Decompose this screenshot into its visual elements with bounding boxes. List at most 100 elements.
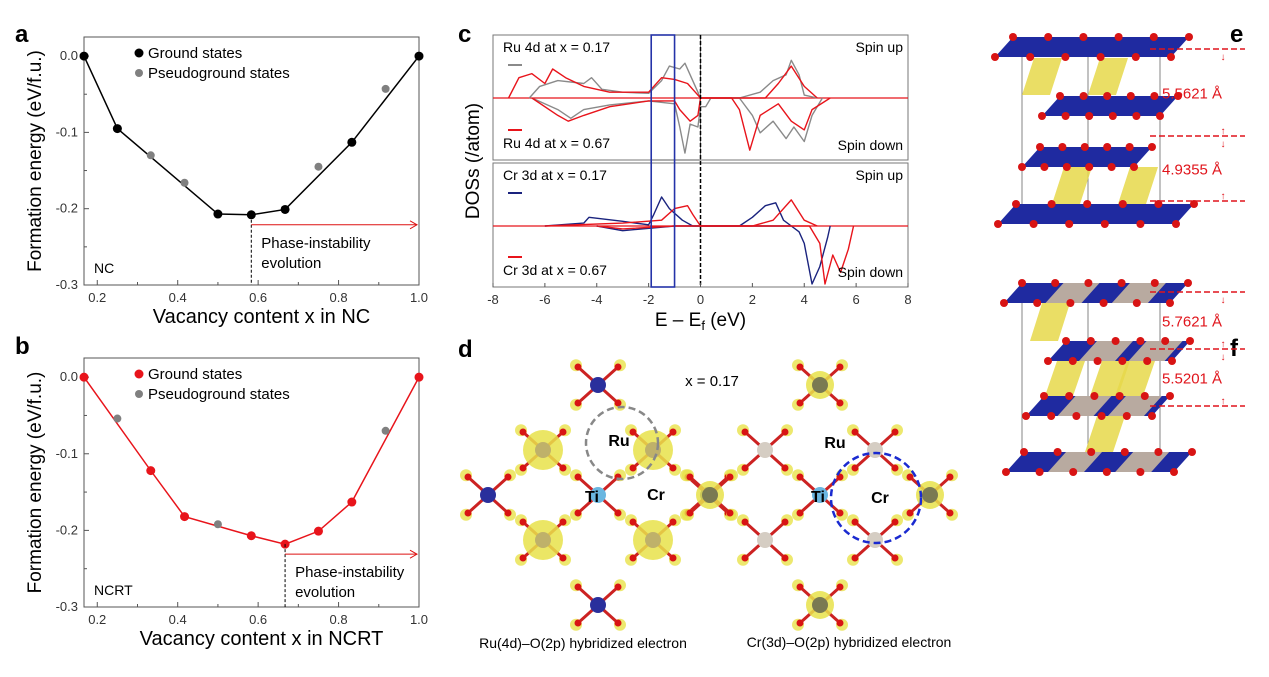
oxygen-atom — [614, 619, 622, 627]
metal-atom — [590, 377, 606, 393]
interlayer-distance: 4.9355 Å — [1162, 162, 1222, 179]
legend-marker-pseudo — [135, 390, 143, 398]
ground-state-point — [213, 209, 223, 219]
oxygen-atom — [796, 473, 804, 481]
y-tick-label: -0.1 — [56, 124, 78, 139]
panel-e: e 5.5621 Å ↓ ↑ 4.9355 Å ↓ ↑ — [991, 21, 1245, 228]
ground-state-point — [180, 512, 190, 522]
ground-state-hull-line — [83, 376, 420, 545]
oxygen-atom — [1086, 337, 1095, 345]
oxygen-atom — [519, 464, 527, 472]
legend-ground: Ground states — [148, 366, 242, 383]
gray-octahedron — [1107, 396, 1162, 416]
oxygen-atom — [614, 583, 622, 591]
oxygen-atom — [1156, 112, 1164, 120]
oxygen-atom — [946, 473, 954, 481]
yellow-polyhedron — [1115, 361, 1155, 396]
inset-label: NCRT — [94, 582, 133, 598]
oxygen-atom — [1065, 392, 1074, 400]
oxygen-atom — [1079, 92, 1088, 100]
metal-atom — [867, 442, 883, 458]
dos-curve-down — [596, 225, 831, 285]
oxygen-atom — [1118, 357, 1127, 365]
oxygen-atom — [1062, 163, 1071, 171]
x-tick-label: -8 — [487, 292, 499, 307]
panel-label: a — [15, 21, 29, 48]
oxygen-atom — [1020, 448, 1028, 456]
caption-right: Cr(3d)–O(2p) hybridized electron — [747, 634, 952, 650]
oxygen-atom — [1161, 337, 1170, 345]
oxygen-atom — [991, 53, 999, 61]
oxygen-atom — [836, 363, 844, 371]
oxygen-atom — [851, 518, 859, 526]
oxygen-atom — [1061, 53, 1070, 61]
oxygen-atom — [1056, 92, 1064, 100]
oxygen-atom — [1150, 279, 1159, 287]
oxygen-atom — [1185, 33, 1193, 41]
panel-label: e — [1230, 21, 1243, 48]
legend-label: Ru 4d at x = 0.67 — [503, 135, 610, 151]
oxygen-atom — [1108, 112, 1117, 120]
oxygen-atom — [1154, 200, 1163, 208]
inset-label: NC — [94, 260, 114, 276]
atom-label: Ti — [585, 489, 599, 506]
gray-octahedron — [1045, 283, 1100, 303]
pseudoground-point — [113, 414, 122, 423]
x-axis-label: E – Ef (eV) — [655, 310, 746, 333]
oxygen-atom — [1002, 468, 1010, 476]
annotation-line: evolution — [295, 584, 355, 601]
oxygen-atom — [1061, 112, 1070, 120]
oxygen-atom — [726, 509, 734, 517]
oxygen-atom — [669, 518, 677, 526]
structure-title: x = 0.17 — [685, 373, 739, 390]
legend-marker-ground — [134, 369, 144, 379]
highlight-circle-ru — [584, 405, 660, 481]
interlayer-distance: 5.7621 Å — [1162, 314, 1222, 331]
ground-state-point — [347, 497, 357, 507]
oxygen-atom — [1062, 337, 1070, 345]
oxygen-atom — [504, 509, 512, 517]
oxygen-atom — [464, 509, 472, 517]
oxygen-atom — [1072, 412, 1081, 420]
oxygen-atom — [1079, 33, 1088, 41]
panel-label: b — [15, 333, 30, 360]
yellow-polyhedron — [1052, 167, 1092, 204]
arrow-down-icon: ↓ — [1221, 52, 1226, 63]
pseudoground-point — [180, 178, 189, 187]
oxygen-atom — [1018, 163, 1026, 171]
dos-curve-up — [507, 65, 818, 99]
ground-state-point — [280, 204, 290, 214]
oxygen-atom — [1087, 448, 1096, 456]
ground-state-point — [112, 124, 122, 134]
gray-octahedron — [1111, 283, 1166, 303]
oxygen-atom — [519, 428, 527, 436]
oxygen-atom — [1188, 448, 1196, 456]
panel-b: b 0.2 0.4 0.6 0.8 1.0 0.0 -0.1 -0.2 -0.3 Vacancy c… — [15, 333, 428, 650]
oxygen-atom — [1033, 299, 1042, 307]
oxygen-atom — [1099, 299, 1108, 307]
yellow-polyhedron — [1118, 167, 1158, 204]
legend-pseudo: Pseudoground states — [148, 65, 290, 82]
oxygen-atom — [519, 518, 527, 526]
panel-a: a 0.2 0.4 0.6 0.8 1.0 0.0 -0.1 -0.2 -0.3 Vacancy c… — [15, 21, 428, 328]
atom-label: Ru — [608, 433, 629, 450]
oxygen-atom — [796, 399, 804, 407]
oxygen-atom — [741, 428, 749, 436]
oxygen-atom — [836, 509, 844, 517]
oxygen-atom — [796, 509, 804, 517]
ground-state-point — [313, 526, 323, 536]
yellow-polyhedron — [1030, 303, 1070, 341]
oxygen-atom — [741, 518, 749, 526]
oxygen-atom — [559, 428, 567, 436]
pseudoground-point — [381, 426, 390, 435]
x-tick-label: 0.6 — [249, 612, 267, 627]
oxygen-atom — [1036, 143, 1044, 151]
x-tick-label: 6 — [853, 292, 860, 307]
y-tick-label: 0.0 — [60, 369, 78, 384]
oxygen-atom — [1132, 299, 1141, 307]
x-tick-label: 4 — [801, 292, 808, 307]
blue-octahedral-layer — [998, 204, 1194, 224]
oxygen-atom — [629, 554, 637, 562]
oxygen-atom — [1026, 53, 1035, 61]
y-axis-label: Formation energy (eV/f.u.) — [25, 50, 46, 272]
